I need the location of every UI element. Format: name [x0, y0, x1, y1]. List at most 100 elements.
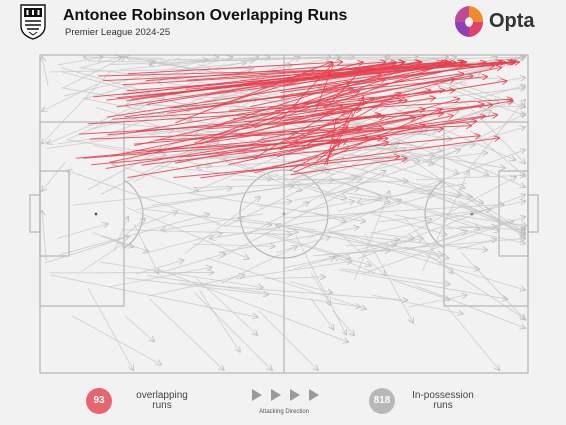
in-possession-run-arrow [419, 102, 513, 132]
overlapping-run-arrow [127, 62, 342, 75]
in-possession-run-arrow [239, 218, 316, 231]
overlapping-run-arrow [325, 112, 352, 161]
in-possession-run-arrow [435, 83, 467, 84]
play-arrow-icon [271, 389, 281, 401]
in-possession-run-arrow [151, 177, 357, 206]
overlapping-run-arrow [135, 76, 473, 132]
in-possession-run-arrow [341, 268, 449, 285]
in-possession-run-arrow [158, 60, 208, 66]
in-possession-run-arrow [364, 232, 413, 322]
overlapping-run-arrow [87, 99, 512, 125]
in-possession-run-arrow [338, 269, 507, 299]
opta-logo-icon [454, 6, 484, 37]
overlapping-run-arrow [173, 156, 399, 178]
attacking-direction-arrows [252, 389, 319, 401]
in-possession-run-arrow [192, 244, 275, 246]
in-possession-run-arrow [87, 99, 257, 191]
overlapping-run-arrow [200, 138, 499, 179]
in-possession-run-arrow [416, 175, 525, 181]
in-possession-run-arrow [404, 246, 442, 255]
in-possession-run-arrow [313, 212, 346, 221]
in-possession-run-arrow [358, 182, 467, 202]
overlapping-run-arrow [253, 79, 385, 129]
in-possession-run-arrow [126, 206, 249, 258]
in-possession-run-arrow [344, 126, 459, 174]
in-possession-run-arrow [276, 237, 329, 253]
legend: 93 overlapping runs Attacking Direction … [0, 380, 566, 425]
overlapping-run-arrow [175, 62, 331, 124]
in-possession-run-arrow [369, 212, 447, 235]
in-possession-run-arrow [195, 277, 257, 335]
in-possession-run-arrow [295, 235, 346, 334]
in-possession-run-arrow [357, 195, 525, 260]
play-arrow-icon [252, 389, 262, 401]
in-possession-run-arrow [184, 197, 260, 254]
in-possession-run-arrow [80, 243, 124, 272]
in-possession-run-arrow [372, 294, 462, 314]
in-possession-run-arrow [87, 287, 133, 370]
overlapping-run-arrow [107, 62, 466, 118]
in-possession-count-badge: 818 [369, 388, 395, 414]
in-possession-run-arrow [323, 251, 390, 256]
in-possession-run-arrow [427, 188, 525, 232]
in-possession-run-arrow [61, 87, 190, 111]
in-possession-run-arrow [206, 257, 366, 309]
in-possession-run-arrow [73, 188, 232, 206]
in-possession-run-arrow [42, 83, 98, 111]
in-possession-run-arrow [42, 211, 47, 261]
in-possession-run-arrow [244, 202, 308, 237]
in-possession-run-arrow [393, 177, 525, 234]
in-possession-run-arrow [408, 295, 467, 308]
overlapping-label: overlapping runs [136, 390, 188, 411]
in-possession-run-arrow [59, 214, 209, 256]
overlapping-run-arrow [290, 158, 407, 176]
left-penalty-spot [94, 212, 98, 216]
in-possession-run-arrow [125, 277, 268, 295]
in-possession-run-arrow [264, 277, 325, 279]
in-possession-run-arrow [194, 292, 272, 371]
overlapping-run-arrow [174, 104, 484, 164]
in-possession-run-arrow [342, 192, 382, 199]
overlapping-run-arrow [169, 62, 464, 95]
overlapping-run-arrow [326, 119, 336, 166]
overlapping-run-arrow [107, 112, 346, 136]
in-possession-run-arrow [42, 161, 66, 191]
in-possession-run-arrow [273, 173, 347, 198]
overlapping-run-arrow [250, 143, 388, 172]
in-possession-run-arrow [441, 213, 527, 226]
overlapping-run-arrow [187, 116, 485, 158]
in-possession-run-arrow [165, 254, 225, 272]
in-possession-run-arrow [147, 275, 244, 297]
in-possession-run-arrow [306, 164, 483, 203]
in-possession-run-arrow [109, 267, 211, 288]
in-possession-run-arrow [100, 235, 133, 247]
in-possession-run-arrow [415, 285, 525, 328]
in-possession-run-arrow [421, 231, 467, 248]
in-possession-run-arrow [99, 261, 263, 288]
in-possession-run-arrow [266, 57, 340, 71]
in-possession-run-arrow [135, 260, 184, 275]
in-possession-run-arrow [425, 253, 525, 320]
overlapping-run-arrow [249, 81, 507, 123]
in-possession-run-arrow [394, 177, 516, 243]
in-possession-run-arrow [338, 183, 445, 212]
in-possession-run-arrow [339, 232, 386, 275]
opta-wordmark: Opta [489, 10, 535, 32]
in-possession-run-arrow [370, 232, 414, 239]
in-possession-run-arrow [294, 189, 358, 201]
overlapping-run-arrow [141, 129, 443, 166]
overlapping-run-arrow [239, 79, 454, 136]
overlapping-run-arrow [186, 62, 446, 81]
in-possession-run-arrow [392, 279, 449, 300]
in-possession-run-arrow [425, 153, 487, 161]
in-possession-run-arrow [457, 187, 525, 232]
page-title: Antonee Robinson Overlapping Runs [63, 7, 348, 24]
overlapping-run-arrow [291, 62, 519, 90]
in-possession-run-arrow [199, 289, 240, 352]
in-possession-run-arrow [235, 261, 351, 280]
overlapping-run-arrow [133, 127, 348, 145]
in-possession-run-arrow [276, 225, 439, 261]
in-possession-run-arrow [403, 221, 513, 252]
in-possession-run-arrow [405, 155, 525, 238]
overlapping-count-badge: 93 [86, 388, 112, 414]
